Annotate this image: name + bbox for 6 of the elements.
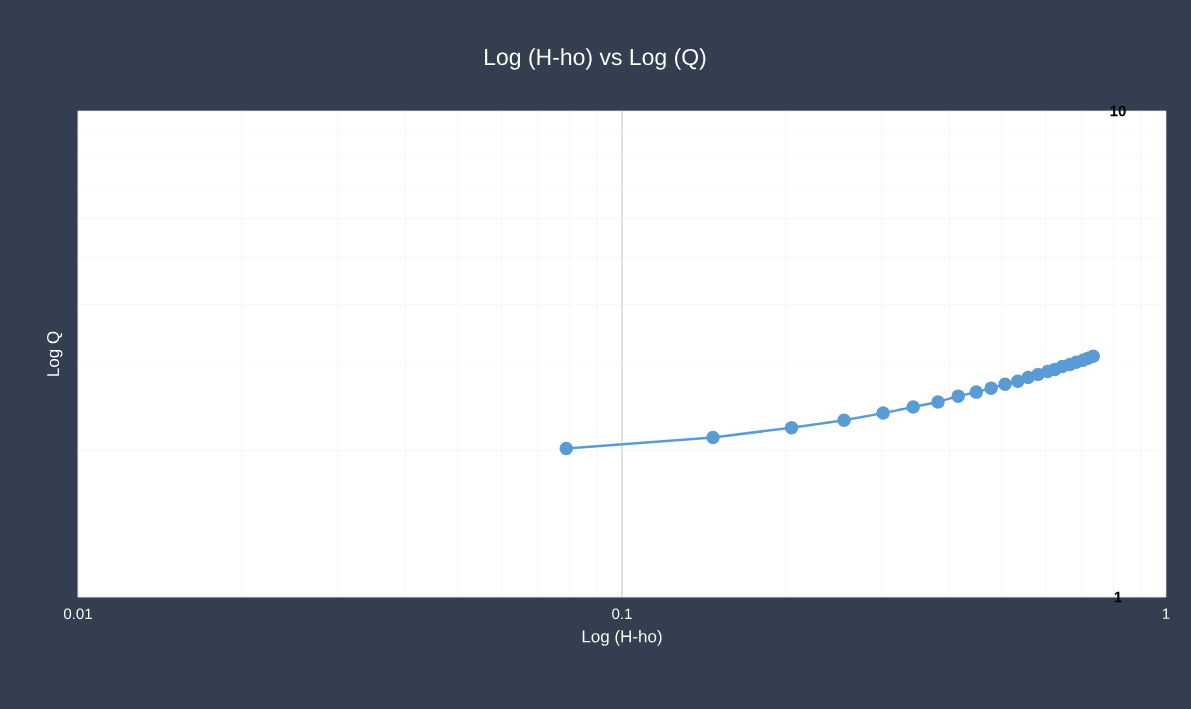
x-tick-label: 0.01 (63, 608, 92, 620)
chart-title: Log (H-ho) vs Log (Q) (485, 48, 706, 70)
x-tick-label: 1 (1162, 608, 1170, 619)
y-axis-title: Log Q (47, 331, 63, 376)
x-axis-title: Log (H-ho) (582, 629, 662, 646)
x-tick-label: 0.1 (612, 608, 632, 620)
